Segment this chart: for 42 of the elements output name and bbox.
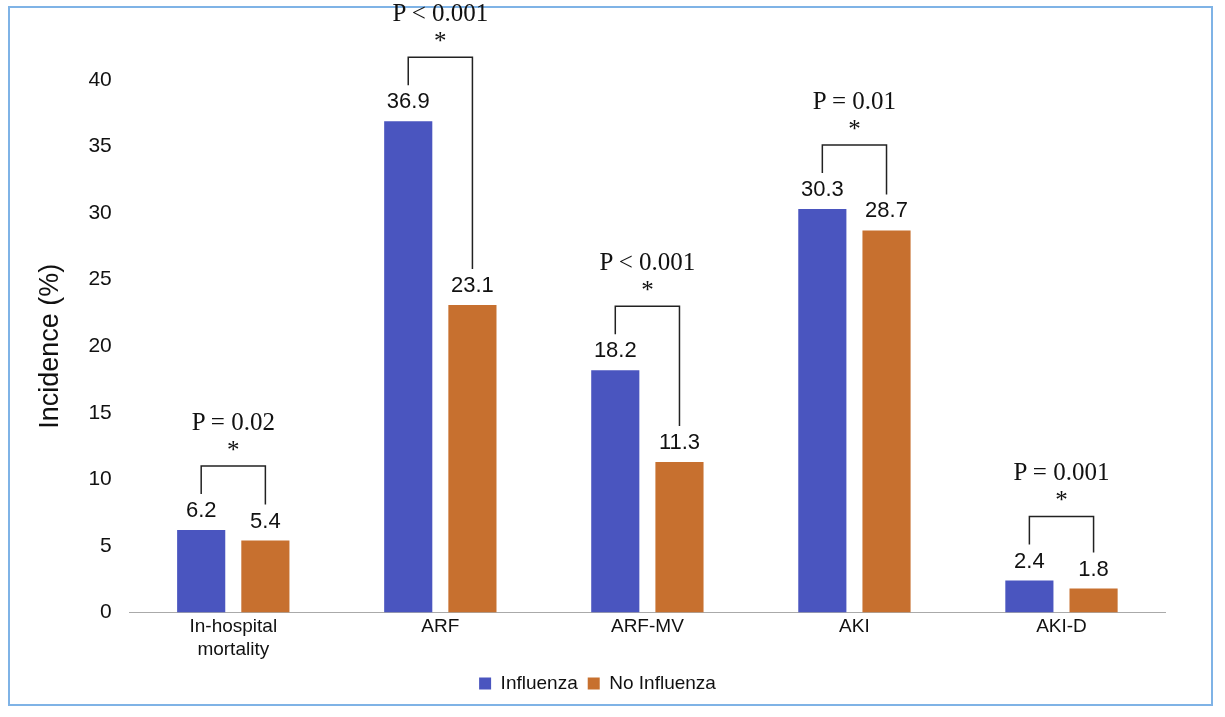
- data-label: 11.3: [658, 429, 701, 455]
- y-axis-title: Incidence (%): [33, 263, 64, 429]
- text: P < 0.001 *: [392, 0, 489, 55]
- bar: [1069, 588, 1118, 613]
- data-label: 28.7: [865, 197, 908, 223]
- y-tick-label: 0: [100, 599, 112, 623]
- x-tick-label: ARF-MV: [610, 615, 685, 637]
- data-label: 36.9: [386, 88, 430, 114]
- data-label: 23.1: [451, 272, 494, 297]
- y-tick-label: 25: [88, 266, 112, 290]
- data-label: 5.4: [250, 507, 281, 533]
- x-tick-label: AKI: [839, 615, 870, 637]
- annotation: P = 0.01 *: [812, 87, 897, 143]
- x-tick-label: AKI-D: [1036, 615, 1087, 637]
- y-tick-label: 15: [88, 399, 112, 423]
- bar: [241, 540, 290, 613]
- bar: [384, 121, 433, 613]
- y-tick-label: 35: [88, 133, 112, 157]
- bar: [1005, 580, 1054, 613]
- bar: [448, 304, 497, 613]
- y-tick-label: 30: [88, 199, 112, 223]
- annotation: P = 0.02 *: [191, 407, 275, 463]
- annotation: P < 0.001 *: [599, 248, 696, 304]
- data-label: 2.4: [1014, 547, 1045, 573]
- bar: [862, 230, 911, 613]
- annotation: P = 0.001 *: [1013, 458, 1110, 514]
- data-label: 1.8: [1078, 555, 1109, 581]
- legend-label: Influenza: [500, 671, 579, 693]
- y-tick-label: 40: [88, 66, 112, 90]
- legend-label: No Influenza: [609, 671, 717, 693]
- x-tick-label: ARF: [421, 615, 460, 637]
- bar: [177, 529, 226, 613]
- bar: [798, 209, 847, 613]
- y-tick-label: 20: [88, 333, 112, 356]
- data-label: 30.3: [800, 176, 844, 202]
- data-label: 6.2: [185, 496, 217, 522]
- bar: [655, 462, 704, 613]
- y-tick-label: 5: [100, 532, 112, 556]
- y-tick-label: 10: [88, 466, 112, 490]
- data-label: 18.2: [593, 337, 637, 363]
- x-tick-label: In-hospital mortality: [189, 615, 278, 659]
- bar: [591, 370, 640, 613]
